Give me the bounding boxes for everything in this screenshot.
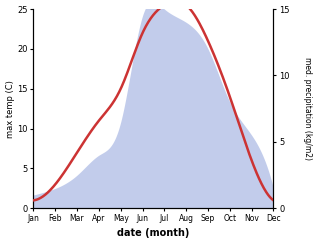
X-axis label: date (month): date (month) — [117, 228, 190, 238]
Y-axis label: max temp (C): max temp (C) — [5, 80, 15, 138]
Y-axis label: med. precipitation (kg/m2): med. precipitation (kg/m2) — [303, 57, 313, 160]
